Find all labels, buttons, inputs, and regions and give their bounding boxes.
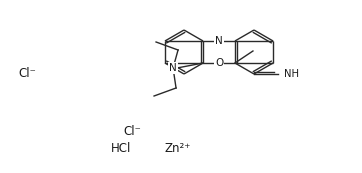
Text: HCl: HCl bbox=[111, 142, 131, 155]
Text: Cl⁻: Cl⁻ bbox=[18, 67, 36, 80]
Text: N: N bbox=[215, 36, 223, 46]
Text: N: N bbox=[169, 63, 177, 73]
Text: Cl⁻: Cl⁻ bbox=[123, 125, 141, 138]
Text: NH: NH bbox=[284, 69, 299, 79]
Text: Zn²⁺: Zn²⁺ bbox=[164, 142, 190, 155]
Text: O: O bbox=[215, 58, 223, 68]
